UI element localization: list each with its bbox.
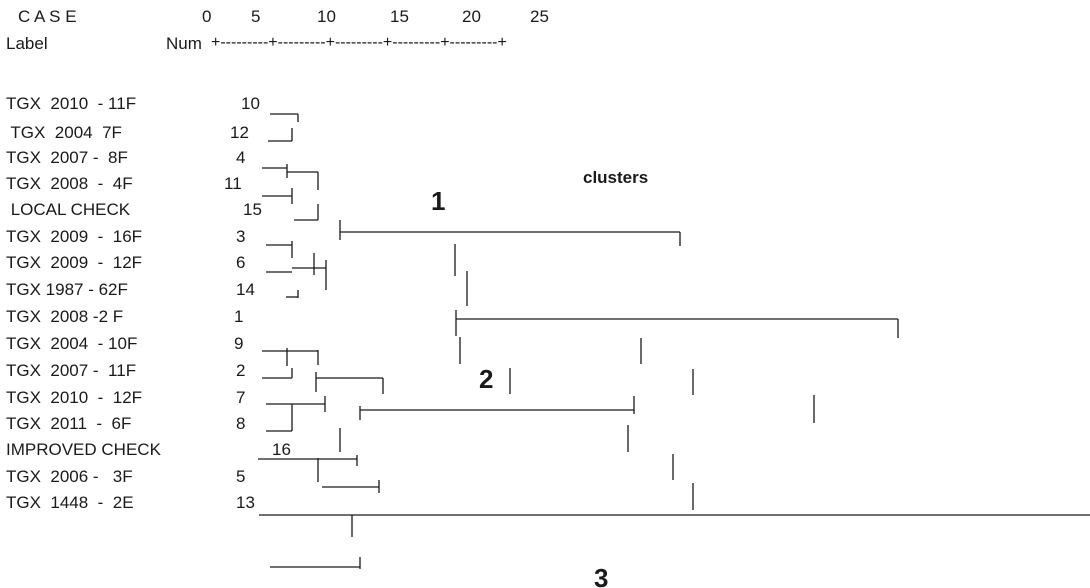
scale-tick: 20 (462, 7, 481, 26)
scale-tick: 25 (530, 7, 549, 26)
case-number: 5 (236, 467, 246, 486)
case-number: 13 (236, 493, 255, 512)
case-label: TGX 2007 - 8F (6, 148, 128, 167)
case-number: 15 (243, 200, 262, 219)
scale-tick: 5 (251, 7, 261, 26)
case-number: 16 (272, 440, 291, 459)
case-number: 2 (236, 361, 246, 380)
case-number: 6 (236, 253, 246, 272)
case-label: TGX 2008 -2 F (6, 307, 124, 326)
case-label: TGX 2009 - 12F (6, 253, 143, 272)
case-number: 11 (224, 174, 242, 193)
case-number: 12 (230, 123, 249, 142)
case-number: 3 (236, 227, 246, 246)
case-label: TGX 2006 - 3F (6, 467, 133, 486)
case-number: 8 (236, 414, 246, 433)
case-label: TGX 2010 - 11F (6, 94, 137, 113)
case-label: TGX 2004 7F (6, 123, 122, 142)
case-label: TGX 2004 - 10F (6, 334, 138, 353)
case-label: TGX 1987 - 62F (6, 280, 128, 299)
case-label: TGX 2009 - 16F (6, 227, 143, 246)
case-label: TGX 2008 - 4F (6, 174, 133, 193)
cluster-3-label: 3 (594, 563, 609, 588)
case-number: 7 (236, 388, 246, 407)
case-label: LOCAL CHECK (6, 200, 131, 219)
case-number: 14 (236, 280, 255, 299)
case-header: C A S E (18, 7, 77, 26)
scale-rule: +---------+---------+---------+---------… (211, 34, 507, 51)
case-number: 9 (234, 334, 244, 353)
case-label: TGX 2010 - 12F (6, 388, 143, 407)
clusters-label: clusters (583, 168, 649, 187)
case-label: TGX 1448 - 2E (6, 493, 134, 512)
cluster-2-label: 2 (479, 364, 494, 394)
num-column-header: Num (166, 34, 202, 53)
case-number: 1 (234, 307, 244, 326)
scale-tick: 0 (202, 7, 212, 26)
scale-tick: 15 (390, 7, 409, 26)
scale-tick: 10 (317, 7, 336, 26)
case-number: 10 (241, 94, 260, 113)
case-number: 4 (236, 148, 246, 167)
label-column-header: Label (6, 34, 48, 53)
cluster-1-label: 1 (431, 186, 446, 216)
case-label: TGX 2011 - 6F (6, 414, 132, 433)
case-label: TGX 2007 - 11F (6, 361, 137, 380)
case-label: IMPROVED CHECK (6, 440, 161, 459)
